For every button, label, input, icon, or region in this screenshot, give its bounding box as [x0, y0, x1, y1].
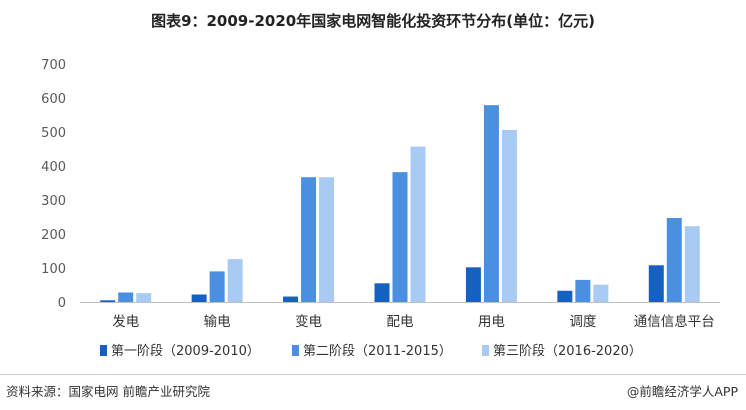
bar-series2-5 — [575, 279, 591, 302]
bar-series2-2 — [301, 177, 317, 302]
chart-title: 图表9：2009-2020年国家电网智能化投资环节分布(单位：亿元) — [151, 12, 595, 30]
bar-series2-3 — [392, 172, 408, 302]
bars — [100, 105, 700, 302]
x-tick-label: 调度 — [569, 314, 596, 330]
y-tick-label: 400 — [41, 160, 66, 175]
y-tick-label: 0 — [58, 296, 66, 311]
legend-swatch — [482, 345, 489, 356]
bar-series1-0 — [100, 300, 116, 302]
y-tick-label: 700 — [41, 58, 66, 73]
x-tick-label: 发电 — [112, 314, 139, 330]
x-tick-label: 通信信息平台 — [634, 313, 715, 330]
x-tick-label: 输电 — [204, 314, 231, 330]
y-axis-ticks: 0 100 200 300 400 500 600 700 — [41, 58, 66, 311]
x-tick-label: 配电 — [387, 314, 414, 330]
y-tick-label: 300 — [41, 194, 66, 209]
bar-series2-4 — [483, 105, 499, 302]
x-tick-label: 用电 — [478, 314, 505, 330]
brand-credit: @前瞻经济学人APP — [626, 384, 738, 399]
bar-series3-5 — [593, 284, 609, 302]
bar-series1-5 — [557, 290, 573, 302]
y-tick-label: 200 — [41, 228, 66, 243]
legend-label: 第二阶段（2011-2015） — [303, 344, 452, 359]
bar-series3-0 — [136, 293, 152, 302]
bar-chart: 0 100 200 300 400 500 600 700 发电 输电 变电 配电 用电 调度 通信信息平… — [41, 58, 720, 359]
bar-series1-4 — [465, 267, 481, 302]
y-tick-label: 500 — [41, 126, 66, 141]
bar-series3-2 — [319, 177, 335, 302]
legend-swatch — [292, 345, 299, 356]
legend: 第一阶段（2009-2010） 第二阶段（2011-2015） 第三阶段（2016-… — [100, 344, 642, 359]
bar-series1-6 — [648, 265, 664, 302]
legend-label: 第一阶段（2009-2010） — [111, 344, 260, 359]
bar-series1-1 — [191, 294, 207, 302]
source-note: 资料来源：国家电网 前瞻产业研究院 — [6, 384, 210, 399]
bar-series1-2 — [283, 296, 299, 302]
x-axis-labels: 发电 输电 变电 配电 用电 调度 通信信息平台 — [112, 313, 715, 330]
x-tick-label: 变电 — [295, 314, 322, 330]
legend-swatch — [100, 345, 107, 356]
bar-series3-6 — [684, 226, 700, 302]
bar-series3-3 — [410, 146, 426, 302]
bar-series3-1 — [227, 259, 243, 302]
legend-label: 第三阶段（2016-2020） — [493, 344, 642, 359]
bar-series2-1 — [209, 271, 225, 302]
footer-divider — [0, 374, 746, 375]
y-tick-label: 100 — [41, 262, 66, 277]
bar-series2-6 — [666, 218, 682, 302]
bar-series2-0 — [118, 292, 134, 302]
bar-series1-3 — [374, 283, 390, 302]
bar-series3-4 — [501, 129, 517, 302]
y-tick-label: 600 — [41, 92, 66, 107]
